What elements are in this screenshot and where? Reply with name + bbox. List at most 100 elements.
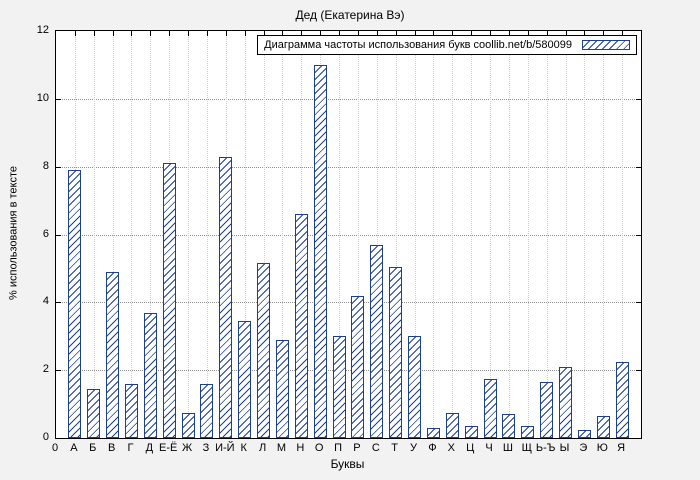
- y-tick-mark: [56, 98, 61, 100]
- y-tick-mark: [636, 234, 641, 236]
- x-tick-mark: [584, 31, 586, 36]
- bar-Ф: [426, 427, 440, 438]
- bar-З: [200, 383, 214, 438]
- chart-title: Дед (Екатерина Вэ): [295, 8, 405, 22]
- x-tick-mark: [339, 31, 341, 36]
- x-tick-label: Л: [258, 442, 267, 454]
- x-tick-label: Ш: [502, 442, 513, 454]
- x-tick-label: Д: [145, 442, 154, 454]
- x-tick-label: Ы: [559, 442, 570, 454]
- v-gridline: [244, 31, 246, 438]
- legend-hatch-swatch: [582, 40, 630, 50]
- v-gridline: [433, 31, 435, 438]
- bar-Б: [87, 388, 101, 438]
- x-tick-label: Ц: [466, 442, 475, 454]
- x-tick-mark: [527, 31, 529, 36]
- bar-Я: [615, 361, 629, 438]
- y-tick-mark: [56, 370, 61, 372]
- bar-Е-Ё: [162, 163, 176, 438]
- bar-Р: [351, 295, 365, 438]
- x-tick-label: Я: [617, 442, 626, 454]
- bar-М: [275, 339, 289, 438]
- y-tick-mark: [56, 302, 61, 304]
- v-gridline: [414, 31, 416, 438]
- bar-В: [106, 271, 120, 438]
- y-tick-mark: [56, 234, 61, 236]
- bar-С: [370, 244, 384, 438]
- x-tick-mark: [188, 31, 190, 36]
- bar-Д: [143, 312, 157, 438]
- x-tick-label: К: [240, 442, 247, 454]
- legend: Диаграмма частоты использования букв coo…: [257, 35, 637, 55]
- h-gridline: [56, 166, 641, 168]
- v-gridline: [452, 31, 454, 438]
- v-gridline: [188, 31, 190, 438]
- x-tick-label: Ф: [428, 442, 437, 454]
- v-gridline: [93, 31, 95, 438]
- x-tick-label: Н: [296, 442, 305, 454]
- v-gridline: [508, 31, 510, 438]
- x-tick-label: П: [334, 442, 343, 454]
- x-tick-mark: [546, 31, 548, 36]
- x-tick-mark: [150, 31, 152, 36]
- bar-Ь-Ъ: [540, 382, 554, 438]
- x-axis-label: Буквы: [330, 457, 365, 471]
- v-gridline: [471, 31, 473, 438]
- x-tick-label: М: [276, 442, 287, 454]
- x-tick-label: З: [202, 442, 210, 454]
- bar-Щ: [521, 426, 535, 438]
- y-tick-label: 0: [42, 431, 49, 443]
- bar-Ц: [464, 426, 478, 438]
- x-tick-mark: [508, 31, 510, 36]
- x-tick-mark: [169, 31, 171, 36]
- x-tick-mark: [395, 31, 397, 36]
- x-tick-label: Ь-Ъ: [535, 442, 556, 454]
- v-gridline: [527, 31, 529, 438]
- x-tick-label: Г: [127, 442, 134, 454]
- bar-Х: [445, 412, 459, 438]
- v-gridline: [206, 31, 208, 438]
- y-tick-mark: [636, 98, 641, 100]
- h-gridline: [56, 302, 641, 304]
- v-gridline: [112, 31, 114, 438]
- v-gridline: [603, 31, 605, 438]
- x-tick-mark: [263, 31, 265, 36]
- v-gridline: [490, 31, 492, 438]
- x-tick-mark: [622, 31, 624, 36]
- legend-label: Диаграмма частоты использования букв coo…: [264, 39, 572, 51]
- bar-Л: [257, 263, 271, 438]
- x-tick-label: А: [70, 442, 78, 454]
- x-tick-mark: [433, 31, 435, 36]
- x-tick-label: Р: [353, 442, 361, 454]
- bar-А: [68, 170, 82, 438]
- x-tick-mark: [376, 31, 378, 36]
- bar-Ч: [483, 378, 497, 438]
- x-tick-mark: [93, 31, 95, 36]
- bar-Ы: [559, 366, 573, 438]
- x-tick-mark: [603, 31, 605, 36]
- x-tick-mark: [206, 31, 208, 36]
- bar-Ж: [181, 412, 195, 438]
- x-origin-label: 0: [51, 442, 59, 454]
- y-tick-mark: [636, 302, 641, 304]
- x-tick-label: О: [314, 442, 324, 454]
- x-tick-label: У: [410, 442, 418, 454]
- x-tick-mark: [471, 31, 473, 36]
- bar-О: [313, 64, 327, 438]
- x-tick-label: Б: [89, 442, 97, 454]
- x-tick-label: Е-Ё: [159, 442, 178, 454]
- x-tick-mark: [490, 31, 492, 36]
- bar-У: [408, 336, 422, 438]
- bar-Э: [577, 429, 591, 438]
- y-tick-label: 2: [42, 363, 49, 376]
- x-tick-mark: [282, 31, 284, 36]
- y-tick-mark: [56, 166, 61, 168]
- x-tick-label: Х: [447, 442, 455, 454]
- x-tick-label: Ж: [182, 442, 193, 454]
- x-tick-mark: [357, 31, 359, 36]
- v-gridline: [395, 31, 397, 438]
- x-tick-mark: [565, 31, 567, 36]
- y-tick-label: 8: [42, 159, 49, 172]
- v-gridline: [357, 31, 359, 438]
- x-tick-mark: [244, 31, 246, 36]
